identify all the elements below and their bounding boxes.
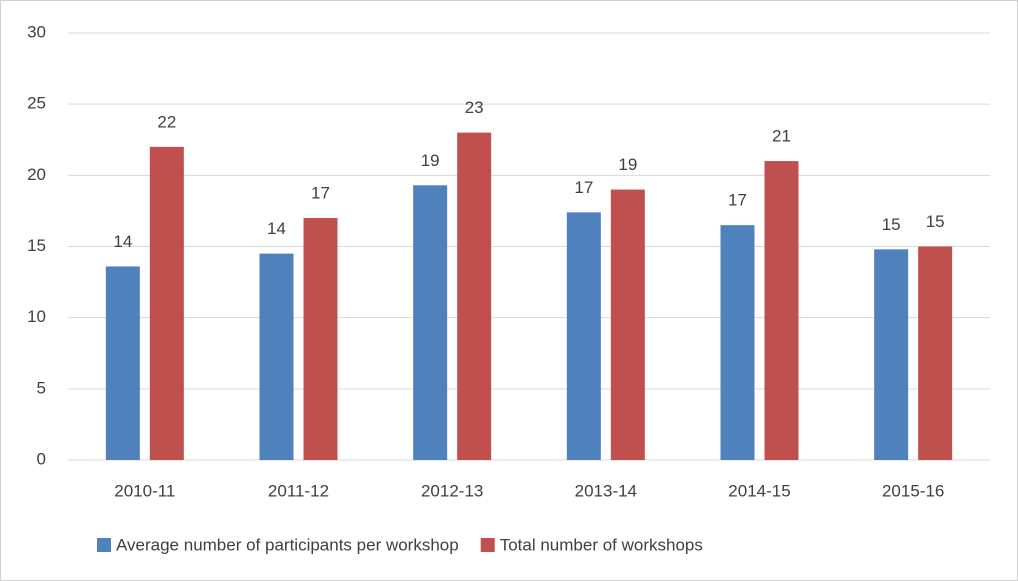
bar: [105, 266, 140, 460]
x-tick-label: 2014-15: [728, 481, 790, 500]
x-tick-label: 2010-11: [114, 481, 175, 500]
data-label: 17: [311, 184, 330, 203]
data-label: 15: [882, 215, 901, 234]
legend-label: Average number of participants per works…: [116, 535, 459, 554]
data-label: 17: [574, 178, 593, 197]
data-label: 14: [113, 232, 132, 251]
bar: [303, 218, 338, 460]
bar: [413, 185, 448, 460]
data-label: 15: [926, 212, 945, 231]
y-tick-label: 20: [27, 165, 46, 184]
bar: [566, 212, 601, 460]
data-label: 22: [157, 112, 176, 131]
data-label: 19: [618, 155, 637, 174]
y-tick-label: 25: [27, 94, 46, 113]
legend-swatch: [480, 538, 495, 552]
y-tick-label: 30: [27, 22, 46, 41]
data-label: 21: [772, 127, 791, 146]
y-tick-label: 15: [27, 236, 46, 255]
bar: [764, 161, 799, 460]
y-tick-label: 5: [37, 378, 46, 397]
y-tick-label: 0: [37, 449, 46, 468]
legend-label: Total number of workshops: [500, 535, 703, 554]
bar: [457, 132, 492, 460]
legend-swatch: [97, 538, 111, 552]
bar: [720, 225, 755, 460]
y-tick-label: 10: [27, 307, 46, 326]
bar: [149, 146, 184, 460]
x-tick-label: 2012-13: [421, 481, 483, 500]
data-label: 19: [421, 151, 440, 170]
bar: [918, 246, 953, 460]
bar: [610, 189, 645, 461]
x-tick-label: 2011-12: [268, 481, 329, 500]
data-label: 14: [267, 219, 286, 238]
bar: [874, 249, 909, 460]
data-label: 23: [465, 98, 484, 117]
bar: [259, 253, 294, 460]
data-label: 17: [728, 191, 747, 210]
x-tick-label: 2013-14: [575, 481, 637, 500]
x-tick-label: 2015-16: [882, 481, 944, 500]
